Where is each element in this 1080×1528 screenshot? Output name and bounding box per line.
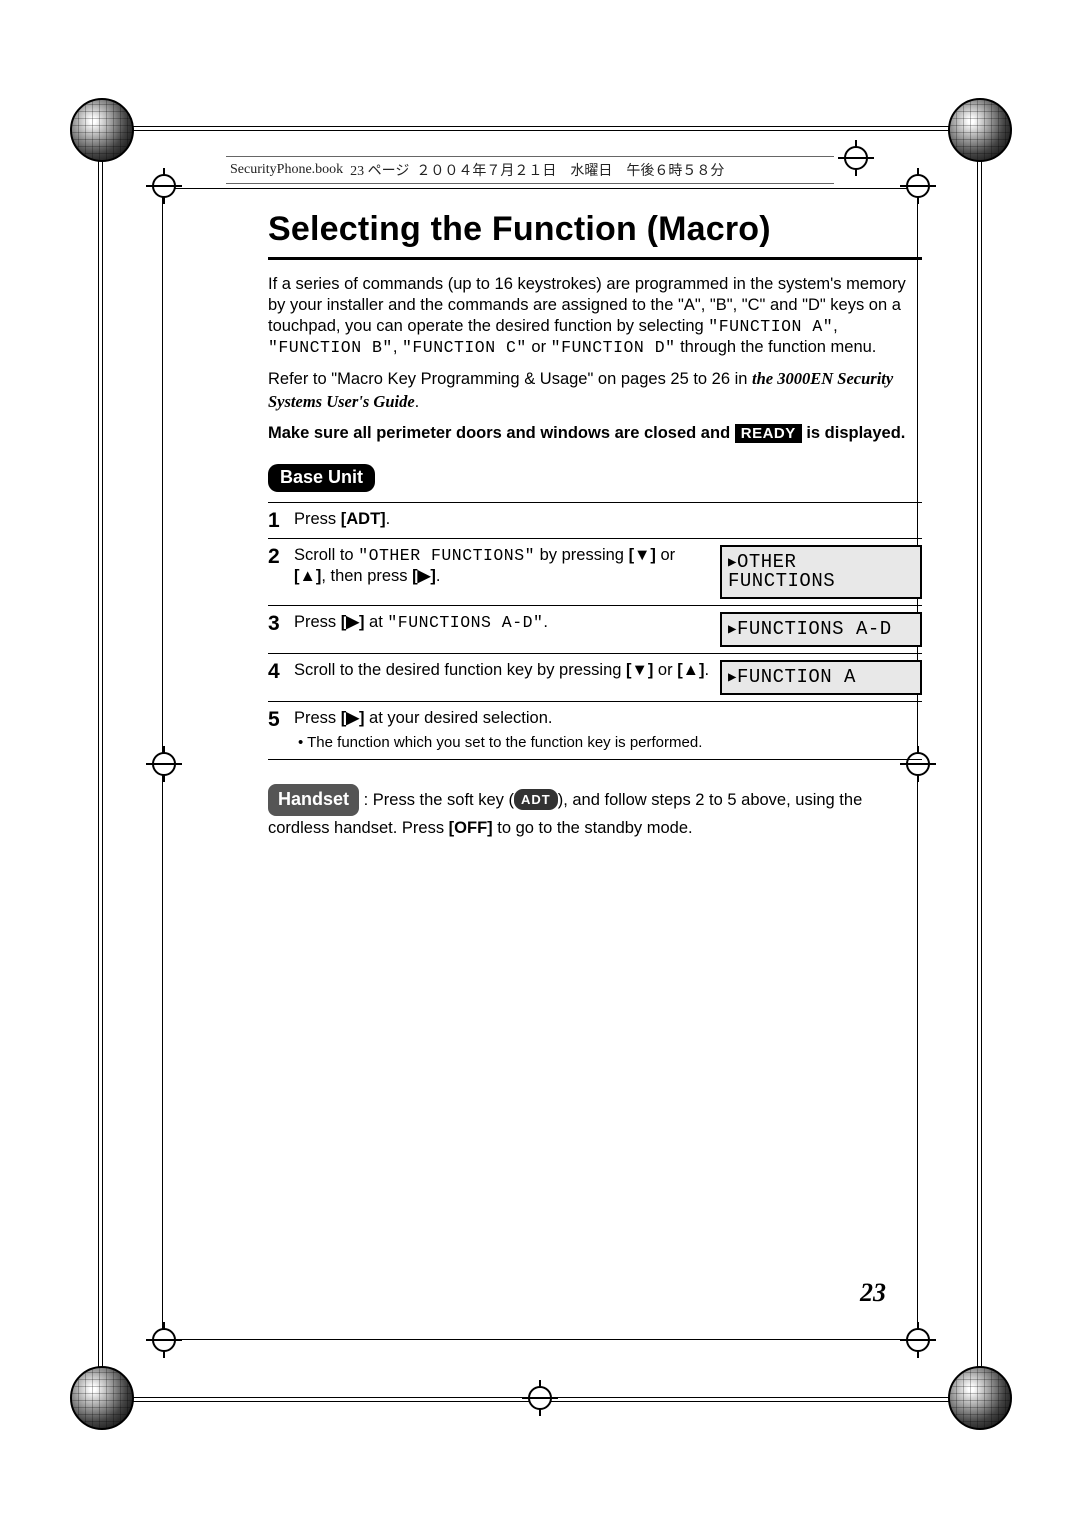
step-text: Scroll to "OTHER FUNCTIONS" by pressing …: [294, 545, 720, 588]
regmark-bottom-center: [522, 1380, 558, 1416]
step-subtext: • The function which you set to the func…: [294, 733, 912, 753]
handset-badge: Handset: [268, 784, 359, 816]
globe-top-left: [70, 98, 134, 162]
step-text: Scroll to the desired function key by pr…: [294, 660, 720, 681]
regmark-top-right: [900, 168, 936, 204]
step-row-1: 1 Press [ADT].: [268, 502, 922, 539]
step-num: 2: [268, 545, 294, 568]
display-function-a: ▶FUNCTION A: [720, 660, 922, 695]
page-number: 23: [860, 1278, 886, 1308]
step-text: Press [▶] at "FUNCTIONS A-D".: [294, 612, 720, 633]
page-title: Selecting the Function (Macro): [268, 210, 926, 249]
step-text: Press [▶] at your desired selection. • T…: [294, 708, 922, 753]
ready-badge: READY: [735, 424, 802, 443]
func-b: "FUNCTION B": [268, 338, 393, 357]
content-area: Selecting the Function (Macro) If a seri…: [268, 210, 926, 851]
base-unit-badge: Base Unit: [268, 464, 375, 492]
display-other-functions: ▶OTHER FUNCTIONS: [720, 545, 922, 599]
regmark-bottom-left: [146, 1322, 182, 1358]
step-row-3: 3 Press [▶] at "FUNCTIONS A-D". ▶FUNCTIO…: [268, 606, 922, 654]
adt-pill: ADT: [514, 789, 558, 811]
intro-paragraph: If a series of commands (up to 16 keystr…: [268, 274, 926, 358]
globe-bottom-left: [70, 1366, 134, 1430]
step-num: 3: [268, 612, 294, 635]
globe-top-right: [948, 98, 1012, 162]
regmark-mid-left: [146, 746, 182, 782]
display-functions-ad: ▶FUNCTIONS A-D: [720, 612, 922, 647]
refer-paragraph: Refer to "Macro Key Programming & Usage"…: [268, 368, 926, 412]
header-slug: SecurityPhone.book 23 ページ ２００４年７月２１日 水曜日…: [226, 156, 834, 184]
step-row-2: 2 Scroll to "OTHER FUNCTIONS" by pressin…: [268, 539, 922, 606]
step-row-4: 4 Scroll to the desired function key by …: [268, 654, 922, 702]
regmark-top-left: [146, 168, 182, 204]
header-date: ２００４年７月２１日 水曜日 午後６時５８分: [416, 160, 724, 180]
steps-table: 1 Press [ADT]. 2 Scroll to "OTHER FUNCTI…: [268, 502, 922, 760]
warning-paragraph: Make sure all perimeter doors and window…: [268, 423, 926, 444]
header-page: 23 ページ: [350, 160, 409, 180]
step-num: 1: [268, 509, 294, 532]
step-num: 5: [268, 708, 294, 731]
step-num: 4: [268, 660, 294, 683]
regmark-bottom-right: [900, 1322, 936, 1358]
func-a: "FUNCTION A": [708, 317, 833, 336]
title-rule: [268, 257, 922, 260]
func-d: "FUNCTION D": [551, 338, 676, 357]
func-c: "FUNCTION C": [402, 338, 527, 357]
step-text: Press [ADT].: [294, 509, 922, 530]
regmark-header-right: [838, 140, 874, 176]
step-row-5: 5 Press [▶] at your desired selection. •…: [268, 702, 922, 760]
globe-bottom-right: [948, 1366, 1012, 1430]
handset-paragraph: Handset : Press the soft key (ADT), and …: [268, 784, 926, 841]
header-filename: SecurityPhone.book: [230, 162, 343, 178]
